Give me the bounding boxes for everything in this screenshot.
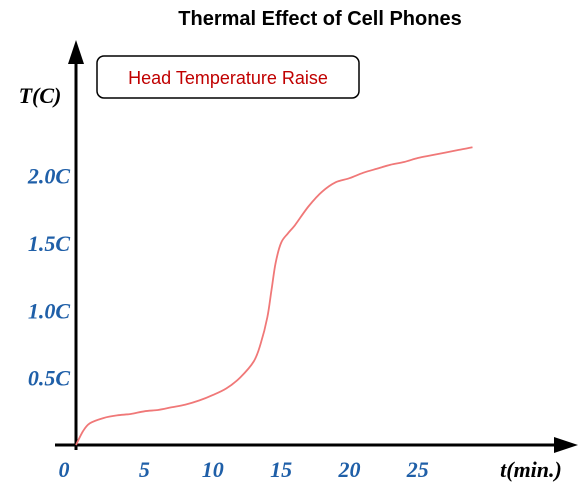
chart-title: Thermal Effect of Cell Phones: [178, 8, 461, 30]
x-tick-label: 0: [59, 457, 70, 482]
series-line: [75, 146, 473, 446]
legend-label: Head Temperature Raise: [128, 68, 328, 88]
x-tick-labels: 0 5 10 15 20 25: [59, 457, 429, 482]
x-tick-label: 20: [337, 457, 360, 482]
x-tick-label: 10: [202, 457, 224, 482]
y-tick-label: 0.5C: [28, 366, 71, 391]
y-axis-label: T(C): [19, 83, 62, 108]
x-tick-label: 15: [270, 457, 292, 482]
y-tick-label: 2.0C: [27, 164, 71, 189]
x-axis-arrow-icon: [554, 437, 578, 453]
y-tick-label: 1.5C: [28, 231, 71, 256]
x-axis-label: t(min.): [500, 457, 562, 482]
legend-frame: [96, 55, 360, 99]
y-axis-arrow-icon: [68, 40, 84, 64]
y-tick-label: 1.0C: [28, 298, 71, 323]
axes: [55, 40, 578, 453]
legend-box: Head Temperature Raise: [96, 55, 360, 99]
x-tick-label: 5: [139, 457, 150, 482]
x-tick-label: 25: [406, 457, 429, 482]
y-tick-labels: 0.5C 1.0C 1.5C 2.0C: [27, 164, 71, 391]
plot-area: [75, 146, 473, 446]
